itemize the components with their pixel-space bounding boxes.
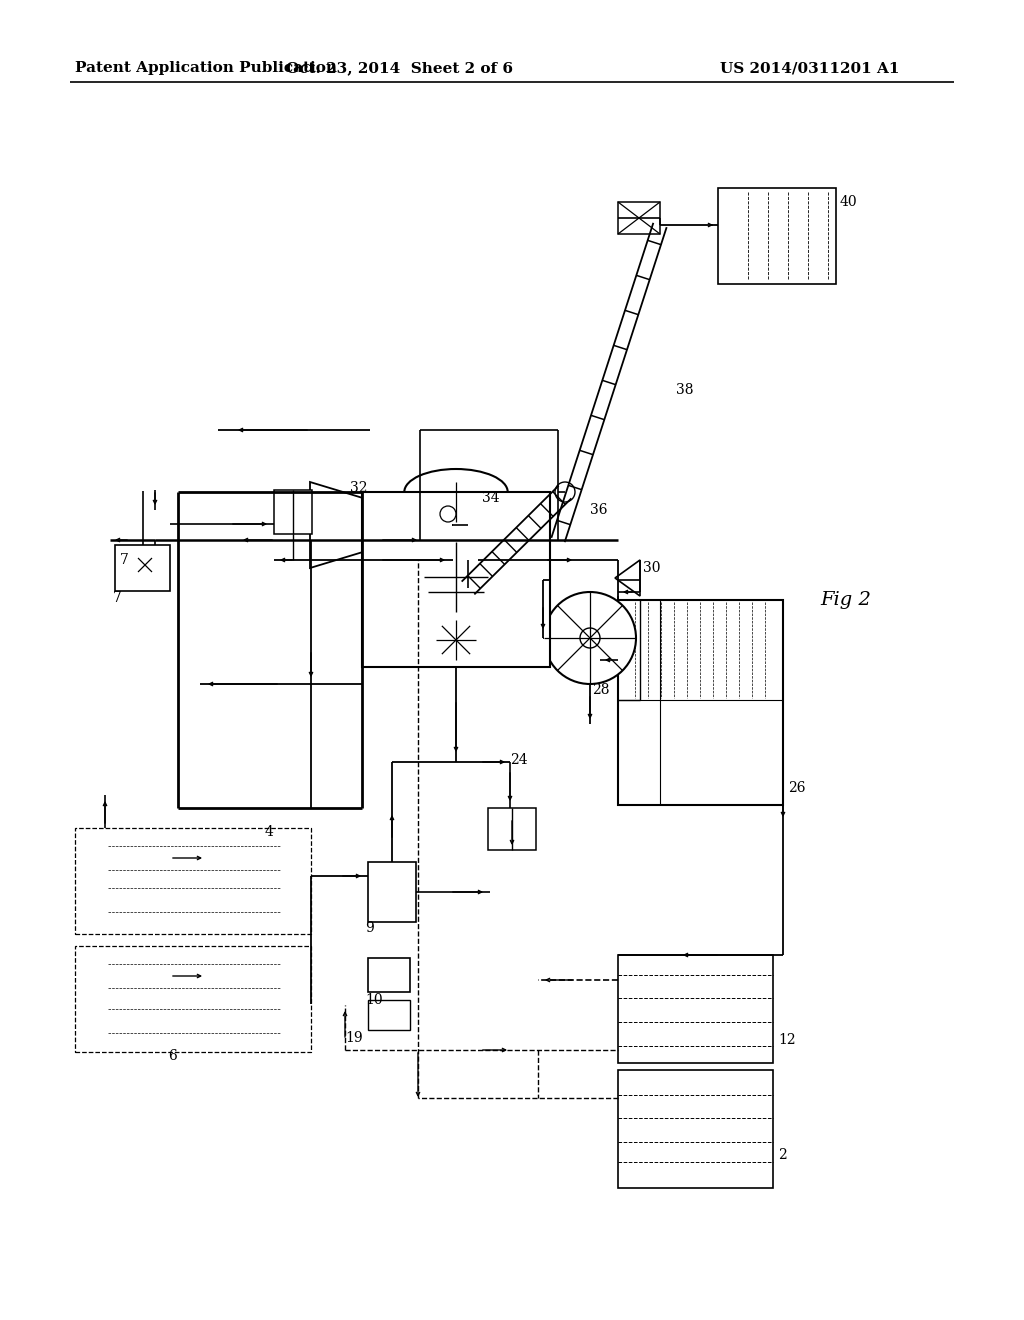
Bar — [90, 882, 298, 917]
Text: 34: 34 — [482, 491, 500, 506]
Circle shape — [555, 482, 575, 502]
Bar — [368, 1001, 410, 1030]
Text: 7: 7 — [120, 553, 129, 568]
Text: 26: 26 — [788, 781, 806, 795]
Bar — [90, 958, 298, 994]
Ellipse shape — [289, 882, 307, 917]
Text: 30: 30 — [643, 561, 660, 576]
Circle shape — [544, 591, 636, 684]
Bar — [618, 202, 660, 234]
Text: US 2014/0311201 A1: US 2014/0311201 A1 — [720, 61, 899, 75]
Ellipse shape — [81, 882, 99, 917]
Bar — [618, 954, 773, 1063]
Text: 4: 4 — [265, 825, 273, 840]
Text: 6: 6 — [168, 1049, 177, 1063]
Text: 40: 40 — [840, 195, 858, 209]
Ellipse shape — [81, 958, 99, 994]
Bar — [618, 601, 783, 805]
Bar — [75, 946, 311, 1052]
Bar — [90, 840, 298, 876]
Text: 7: 7 — [113, 591, 122, 605]
Text: 38: 38 — [676, 383, 693, 397]
Bar — [362, 492, 550, 667]
Text: 28: 28 — [592, 682, 609, 697]
Text: 10: 10 — [365, 993, 383, 1007]
Text: 2: 2 — [778, 1148, 786, 1162]
Ellipse shape — [289, 1003, 307, 1039]
Text: Oct. 23, 2014  Sheet 2 of 6: Oct. 23, 2014 Sheet 2 of 6 — [287, 61, 513, 75]
Bar — [718, 187, 836, 284]
Text: 24: 24 — [510, 752, 527, 767]
Ellipse shape — [289, 840, 307, 876]
Text: Fig 2: Fig 2 — [820, 591, 870, 609]
Ellipse shape — [81, 1003, 99, 1039]
Polygon shape — [615, 560, 640, 597]
Circle shape — [580, 628, 600, 648]
Text: 32: 32 — [350, 480, 368, 495]
Bar — [488, 808, 536, 850]
Bar — [75, 828, 311, 935]
Circle shape — [458, 578, 478, 598]
Text: Patent Application Publication: Patent Application Publication — [75, 61, 337, 75]
Bar — [618, 1071, 773, 1188]
Bar — [274, 490, 312, 535]
Text: 9: 9 — [365, 921, 374, 935]
Polygon shape — [453, 510, 478, 540]
Bar — [368, 958, 410, 993]
Ellipse shape — [289, 958, 307, 994]
Ellipse shape — [81, 840, 99, 876]
Circle shape — [440, 506, 456, 521]
Polygon shape — [310, 482, 452, 568]
Text: 19: 19 — [345, 1031, 362, 1045]
Bar — [90, 1003, 298, 1039]
Text: 36: 36 — [590, 503, 607, 517]
Bar — [115, 545, 170, 591]
Text: 12: 12 — [778, 1034, 796, 1047]
Bar — [368, 862, 416, 921]
